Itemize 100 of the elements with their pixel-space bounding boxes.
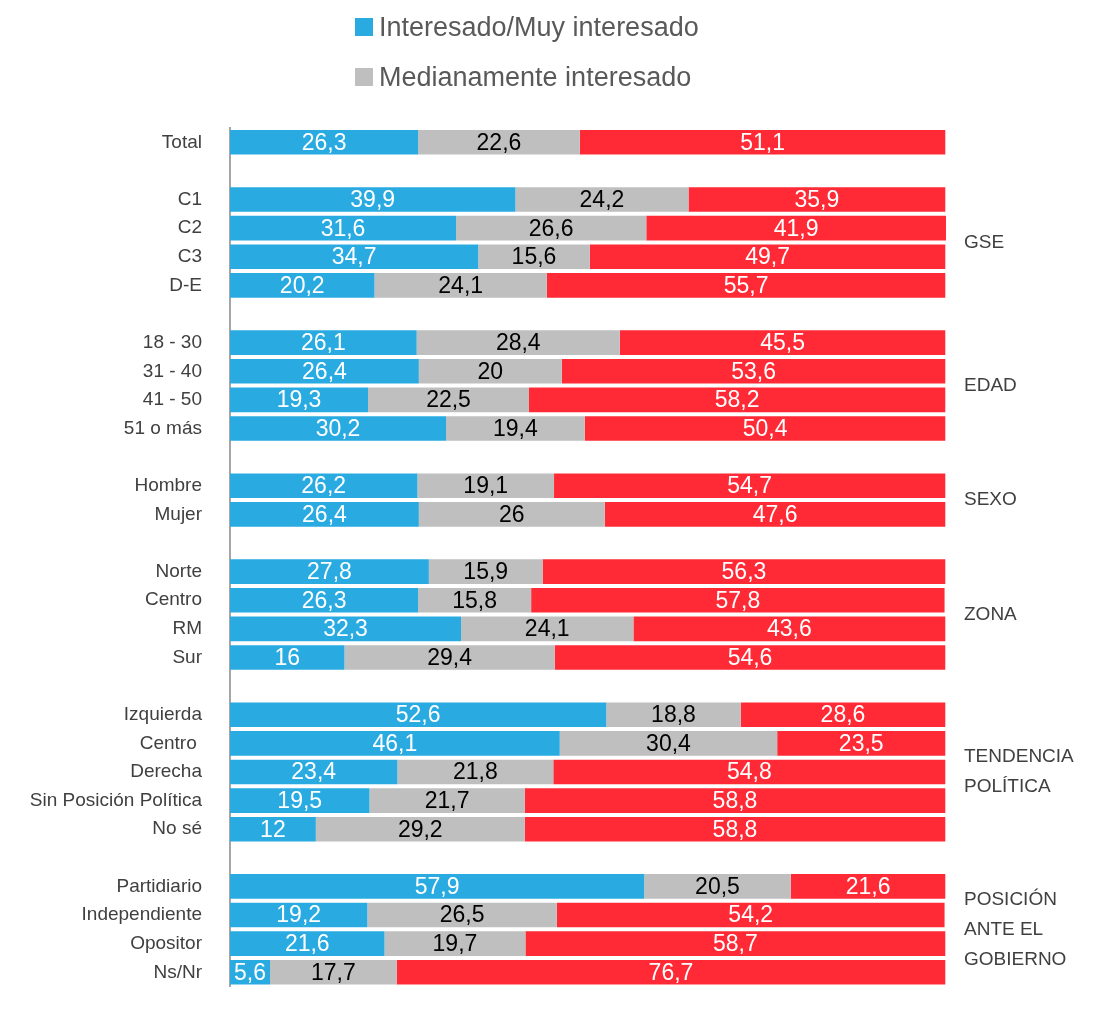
bar [478, 244, 590, 270]
data-label: 26,6 [528, 214, 574, 241]
data-label: 21,7 [424, 786, 470, 813]
bar [418, 130, 580, 155]
text: POSICIÓN ANTE EL GOBIERNO [964, 887, 1067, 969]
data-label: 20 [477, 357, 504, 384]
data-label: 23,5 [838, 729, 884, 756]
y-tick-label: C3 [177, 245, 202, 267]
bar [230, 788, 370, 813]
y-tick-label: Total [161, 130, 202, 152]
bar [554, 473, 946, 499]
data-label: 76,7 [648, 958, 694, 985]
bar [384, 931, 526, 956]
data-label: 21,6 [284, 930, 330, 957]
bar [461, 616, 634, 642]
bar [553, 759, 946, 785]
y-tick-label: C2 [177, 216, 202, 238]
bar [688, 187, 946, 212]
y-tick-label: 18 - 30 [142, 330, 202, 352]
bar [344, 645, 555, 670]
bar [230, 731, 560, 756]
bar [644, 874, 791, 899]
data-label: 50,4 [742, 414, 788, 441]
bar [790, 874, 946, 899]
data-label: 58,8 [712, 815, 758, 842]
data-label: 24,1 [524, 615, 570, 642]
data-label: 16 [274, 643, 301, 670]
bar [561, 358, 946, 384]
bar [230, 473, 418, 499]
bar [230, 931, 385, 956]
bar [428, 559, 543, 584]
y-tick-label: Ns/Nr [153, 960, 203, 982]
data-label: 28,4 [495, 328, 541, 355]
bar [369, 788, 525, 813]
text: ZONA [964, 602, 1018, 624]
data-label: 55,7 [723, 271, 769, 298]
y-tick-label: Centro [144, 588, 202, 610]
bar [418, 358, 562, 384]
bar [546, 273, 946, 298]
data-label: 31,6 [320, 214, 366, 241]
bar [416, 330, 620, 355]
data-label: 28,6 [820, 701, 866, 728]
data-label: 26,3 [301, 128, 347, 155]
data-label: 41,9 [773, 214, 819, 241]
bar [515, 187, 689, 212]
bar [556, 902, 945, 928]
bar [531, 587, 945, 613]
data-label: 58,2 [714, 386, 760, 413]
data-label: 29,4 [427, 643, 473, 670]
data-label: 18,8 [651, 701, 696, 728]
data-label: 27,8 [307, 557, 352, 584]
data-label: 24,2 [579, 185, 625, 212]
data-label: 26,5 [439, 901, 485, 928]
data-label: 22,6 [476, 128, 522, 155]
data-label: 26,4 [302, 357, 348, 384]
bar [230, 273, 375, 298]
bar [230, 616, 462, 642]
data-label: 19,5 [277, 786, 323, 813]
data-label: 26,4 [302, 500, 348, 527]
data-label: 57,8 [715, 586, 761, 613]
bar [230, 187, 516, 212]
data-label: 12 [260, 815, 286, 842]
y-tick-label: No sé [152, 817, 202, 839]
data-label: 26 [499, 500, 525, 527]
bar [230, 358, 419, 384]
bar [619, 330, 946, 355]
data-label: 47,6 [752, 500, 798, 527]
bar [230, 244, 479, 270]
data-label: 19,4 [493, 414, 538, 441]
y-tick-label: Opositor [130, 931, 203, 953]
y-tick-label: 41 - 50 [142, 388, 202, 410]
bar [230, 645, 345, 670]
data-label: 56,3 [721, 557, 767, 584]
y-tick-label: C1 [177, 187, 202, 209]
data-label: 17,7 [310, 958, 356, 985]
y-tick-label: Hombre [134, 473, 202, 495]
data-label: 52,6 [395, 701, 441, 728]
data-label: 34,7 [331, 243, 377, 270]
data-label: 21,8 [452, 758, 498, 785]
bar [542, 559, 946, 584]
bar [604, 502, 946, 527]
data-label: 29,2 [397, 815, 443, 842]
text: EDAD [964, 373, 1017, 395]
data-label: 35,9 [794, 185, 840, 212]
bar [230, 130, 419, 155]
data-label: 26,2 [301, 472, 347, 499]
data-label: 20,2 [279, 271, 325, 298]
y-tick-label: Centro [139, 731, 202, 753]
data-label: 22,5 [426, 386, 471, 413]
data-label: 51,1 [740, 128, 785, 155]
data-label: 54,8 [726, 758, 772, 785]
y-tick-label: Sin Posición Política [29, 788, 203, 810]
data-label: 30,2 [315, 414, 361, 441]
y-tick-label: 51 o más [123, 416, 202, 438]
bar [559, 731, 778, 756]
y-tick-label: Partidiario [116, 874, 202, 896]
bar [230, 702, 607, 728]
bar [646, 215, 946, 241]
data-label: 57,9 [414, 872, 460, 899]
y-tick-label: Mujer [154, 502, 203, 524]
